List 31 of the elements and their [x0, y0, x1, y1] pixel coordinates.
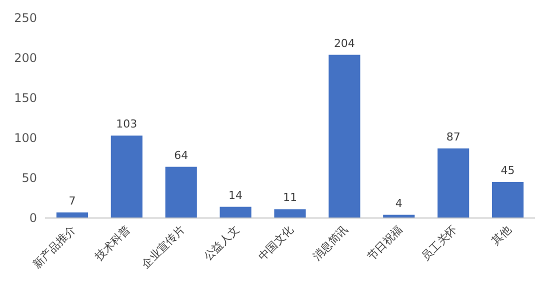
y-tick-label: 0	[29, 211, 37, 225]
x-tick-label: 其他	[489, 222, 514, 248]
x-tick-label: 消息简讯	[310, 222, 351, 264]
y-tick-label: 150	[14, 91, 37, 105]
y-tick-label: 200	[14, 51, 37, 65]
bar	[492, 182, 524, 218]
data-label: 7	[68, 194, 76, 208]
y-tick-label: 250	[14, 11, 37, 25]
x-tick-label: 企业宣传片	[139, 222, 188, 272]
data-label: 204	[334, 36, 355, 50]
x-tick-label: 技术科普	[92, 222, 133, 264]
data-label: 11	[283, 191, 297, 204]
y-tick-label: 100	[14, 131, 37, 145]
data-label: 45	[500, 164, 515, 177]
bar	[274, 209, 306, 218]
bar	[110, 136, 142, 218]
x-tick-label: 中国文化	[256, 222, 296, 264]
x-tick-label: 员工关怀	[419, 222, 460, 264]
bar	[220, 206, 252, 218]
x-tick-label: 公益人文	[201, 222, 242, 264]
data-label: 64	[174, 148, 188, 162]
bar	[328, 54, 360, 218]
bar	[438, 148, 470, 218]
x-tick-label: 节日祝福	[364, 222, 406, 264]
x-tick-label: 新产品推介	[30, 222, 78, 272]
bar	[165, 166, 197, 218]
data-label: 14	[228, 188, 243, 202]
data-label: 103	[116, 118, 138, 131]
y-tick-label: 50	[22, 171, 37, 185]
data-label: 87	[446, 130, 460, 144]
data-label: 4	[395, 196, 402, 210]
